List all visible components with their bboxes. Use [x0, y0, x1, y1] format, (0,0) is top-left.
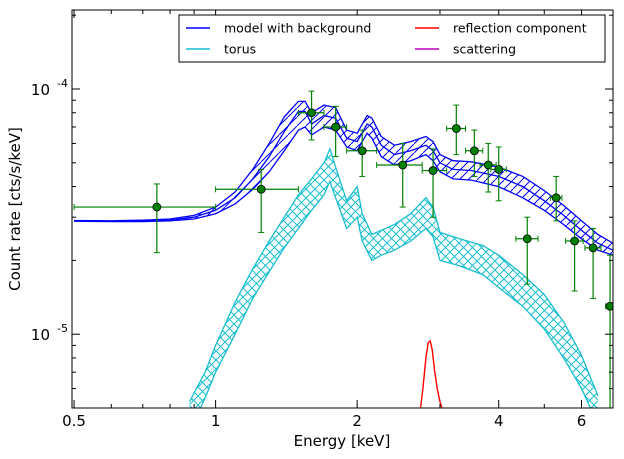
plot-frame	[71, 9, 614, 409]
torus-band	[189, 148, 598, 408]
data-point	[376, 142, 423, 208]
data-point-marker	[331, 122, 341, 132]
data-point	[323, 105, 348, 158]
data-point	[446, 104, 467, 156]
data-point-marker	[483, 160, 493, 170]
data-point-marker	[588, 243, 598, 253]
x-tick-label: 6	[577, 412, 587, 430]
x-tick-label: 4	[494, 412, 504, 430]
data-point	[346, 129, 378, 177]
y-axis-label: Count rate [cts/s/keV]	[6, 127, 24, 291]
reflection-component-line	[419, 339, 443, 408]
torus-upper-line	[188, 147, 599, 403]
model-with-background-upper-line	[74, 100, 613, 244]
legend-label: torus	[224, 42, 256, 57]
x-tick-label: 0.5	[62, 412, 86, 430]
data-point	[584, 227, 602, 299]
x-tick-label: 2	[352, 412, 362, 430]
torus-lower-line	[199, 179, 592, 408]
y-axis: 10 -4 10 -5	[31, 14, 613, 390]
y-tick-label: 10	[31, 326, 50, 344]
data-point-marker	[357, 146, 367, 156]
data-point	[549, 175, 563, 222]
data-point-marker	[522, 234, 532, 244]
legend: model with background torus reflection com…	[178, 14, 606, 63]
data-point-marker	[570, 236, 579, 246]
data-point-marker	[428, 166, 438, 175]
data-point	[605, 254, 613, 408]
data-point	[490, 146, 507, 202]
data-point-marker	[152, 202, 162, 212]
x-axis-label: Energy [keV]	[294, 432, 391, 450]
data-point	[465, 129, 484, 177]
legend-label: reflection component	[453, 21, 587, 36]
data-point	[73, 183, 217, 254]
data-point-marker	[451, 124, 461, 133]
x-tick-label: 1	[211, 412, 221, 430]
data-point-marker	[469, 146, 479, 156]
legend-box	[178, 14, 606, 63]
y-tick-label: 10	[31, 81, 50, 99]
data-point-marker	[494, 165, 504, 174]
data-point-marker	[398, 160, 408, 170]
data-point-marker	[551, 193, 561, 203]
y-tick-exponent: -5	[57, 322, 68, 335]
legend-label: scattering	[453, 42, 516, 57]
x-axis: 0.5 1 2 4 6	[62, 10, 614, 430]
data-point	[515, 216, 539, 285]
legend-label: model with background	[224, 21, 371, 36]
data-point	[565, 220, 584, 292]
y-tick-exponent: -4	[57, 77, 68, 90]
data-points	[73, 90, 613, 408]
data-point	[215, 168, 299, 233]
data-point	[421, 148, 448, 218]
data-point-marker	[256, 184, 266, 194]
data-point-marker	[307, 108, 316, 118]
data-point	[297, 90, 325, 141]
data-point-marker	[605, 301, 613, 311]
